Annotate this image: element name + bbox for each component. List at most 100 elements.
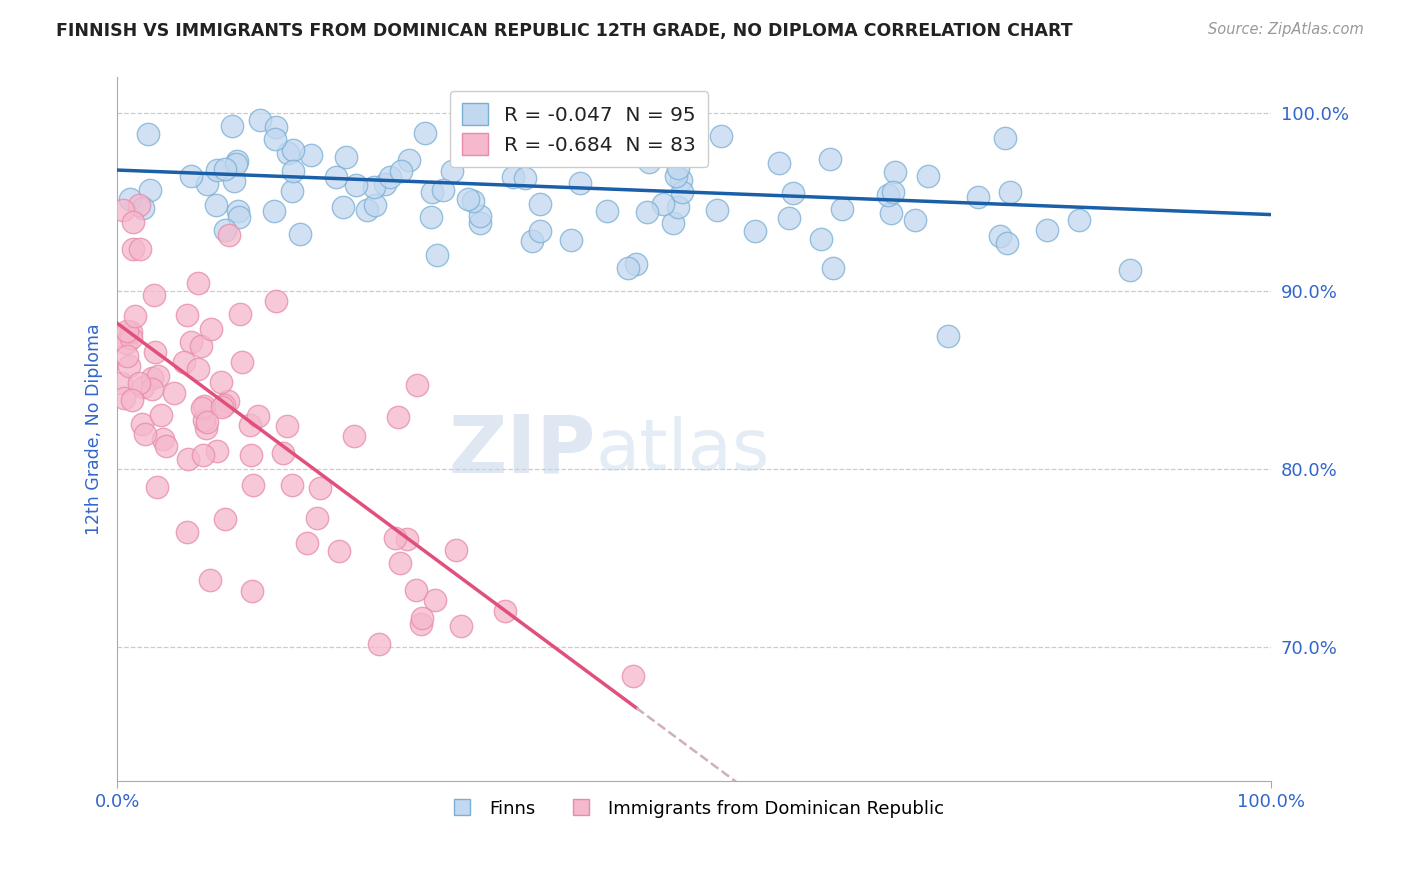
Point [332, 200, 354, 214]
Point [441, 164, 464, 178]
Point [195, 421, 218, 435]
Text: ZIP: ZIP [449, 411, 596, 490]
Point [281, 185, 304, 199]
Point [143, 288, 166, 302]
Point [617, 261, 640, 276]
Point [134, 426, 156, 441]
Point [409, 616, 432, 631]
Legend: Finns, Immigrants from Dominican Republic: Finns, Immigrants from Dominican Republi… [437, 792, 952, 825]
Point [121, 242, 143, 256]
Point [176, 452, 198, 467]
Point [112, 391, 135, 405]
Point [193, 413, 215, 427]
Point [529, 197, 551, 211]
Point [281, 478, 304, 492]
Point [666, 200, 689, 214]
Point [221, 119, 243, 133]
Point [214, 162, 236, 177]
Point [124, 309, 146, 323]
Point [271, 446, 294, 460]
Point [335, 150, 357, 164]
Point [200, 322, 222, 336]
Point [387, 410, 409, 425]
Point [176, 524, 198, 539]
Point [398, 153, 420, 167]
Point [217, 394, 239, 409]
Point [411, 611, 433, 625]
Y-axis label: 12th Grade, No Diploma: 12th Grade, No Diploma [86, 324, 103, 535]
Point [995, 236, 1018, 251]
Point [249, 112, 271, 127]
Point [120, 331, 142, 345]
Point [650, 147, 672, 161]
Point [187, 277, 209, 291]
Point [810, 232, 832, 246]
Point [904, 212, 927, 227]
Point [413, 126, 436, 140]
Point [239, 417, 262, 432]
Point [395, 532, 418, 546]
Point [513, 171, 536, 186]
Point [464, 141, 486, 155]
Point [195, 415, 218, 429]
Point [502, 170, 524, 185]
Point [1036, 223, 1059, 237]
Point [344, 178, 367, 192]
Point [180, 169, 202, 183]
Point [191, 449, 214, 463]
Point [128, 376, 150, 390]
Point [917, 169, 939, 183]
Point [384, 531, 406, 545]
Point [426, 247, 449, 261]
Point [669, 173, 692, 187]
Point [936, 328, 959, 343]
Point [831, 202, 853, 216]
Point [662, 215, 685, 229]
Point [118, 359, 141, 373]
Point [1119, 262, 1142, 277]
Point [468, 210, 491, 224]
Text: FINNISH VS IMMIGRANTS FROM DOMINICAN REPUBLIC 12TH GRADE, NO DIPLOMA CORRELATION: FINNISH VS IMMIGRANTS FROM DOMINICAN REP… [56, 22, 1073, 40]
Point [782, 186, 804, 200]
Text: Source: ZipAtlas.com: Source: ZipAtlas.com [1208, 22, 1364, 37]
Point [666, 161, 689, 176]
Point [264, 131, 287, 145]
Point [266, 293, 288, 308]
Point [114, 336, 136, 351]
Point [218, 228, 240, 243]
Point [405, 378, 427, 392]
Point [277, 145, 299, 160]
Point [225, 154, 247, 169]
Point [228, 307, 250, 321]
Point [115, 325, 138, 339]
Point [120, 193, 142, 207]
Point [585, 127, 607, 141]
Point [121, 392, 143, 407]
Point [706, 203, 728, 218]
Point [131, 417, 153, 431]
Point [139, 183, 162, 197]
Point [247, 409, 270, 423]
Point [378, 169, 401, 184]
Point [457, 192, 479, 206]
Point [560, 233, 582, 247]
Point [596, 204, 619, 219]
Point [180, 335, 202, 350]
Point [636, 204, 658, 219]
Point [176, 308, 198, 322]
Point [200, 574, 222, 588]
Point [276, 419, 298, 434]
Point [444, 542, 467, 557]
Point [121, 215, 143, 229]
Point [710, 129, 733, 144]
Point [388, 556, 411, 570]
Point [240, 584, 263, 599]
Point [305, 511, 328, 525]
Point [283, 143, 305, 157]
Point [214, 223, 236, 237]
Point [132, 380, 155, 394]
Point [107, 328, 129, 343]
Point [222, 173, 245, 187]
Point [768, 156, 790, 170]
Point [207, 444, 229, 458]
